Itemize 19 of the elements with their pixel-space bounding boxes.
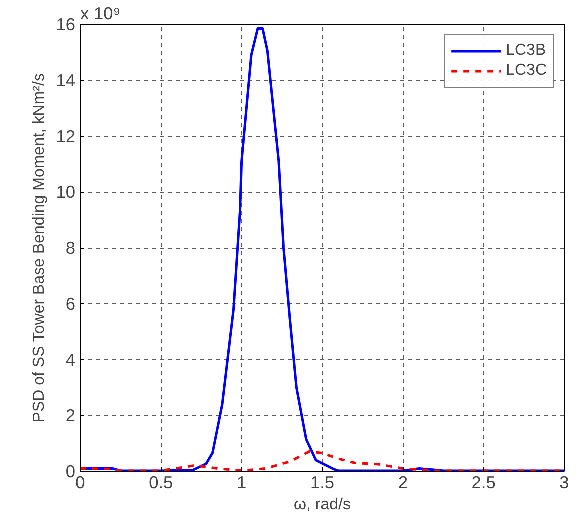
y-tick-label: 4	[66, 350, 76, 370]
text: x 10⁹	[80, 4, 121, 24]
x-tick-label: 3	[560, 472, 570, 492]
x-tick-label: 0.5	[149, 472, 174, 492]
y-tick-label: 14	[56, 70, 76, 90]
y-tick-label: 12	[56, 126, 76, 146]
y-tick-label: 10	[56, 182, 76, 202]
x-tick-label: 1.5	[310, 472, 335, 492]
y-tick-label: 2	[66, 406, 76, 426]
y-axis-title: PSD of SS Tower Base Bending Moment, kNm²/s	[31, 74, 48, 423]
x-axis-title: ω, rad/s	[294, 496, 351, 514]
legend-label: LC3C	[506, 62, 547, 80]
x-tick-label: 2.5	[472, 472, 496, 492]
y-tick-label: 8	[66, 238, 76, 258]
y-tick-label: 6	[66, 294, 76, 314]
y-tick-label: 16	[56, 14, 76, 34]
x-tick-label: 1	[237, 472, 247, 492]
legend-label: LC3B	[506, 42, 546, 60]
x-tick-label: 2	[398, 472, 408, 492]
